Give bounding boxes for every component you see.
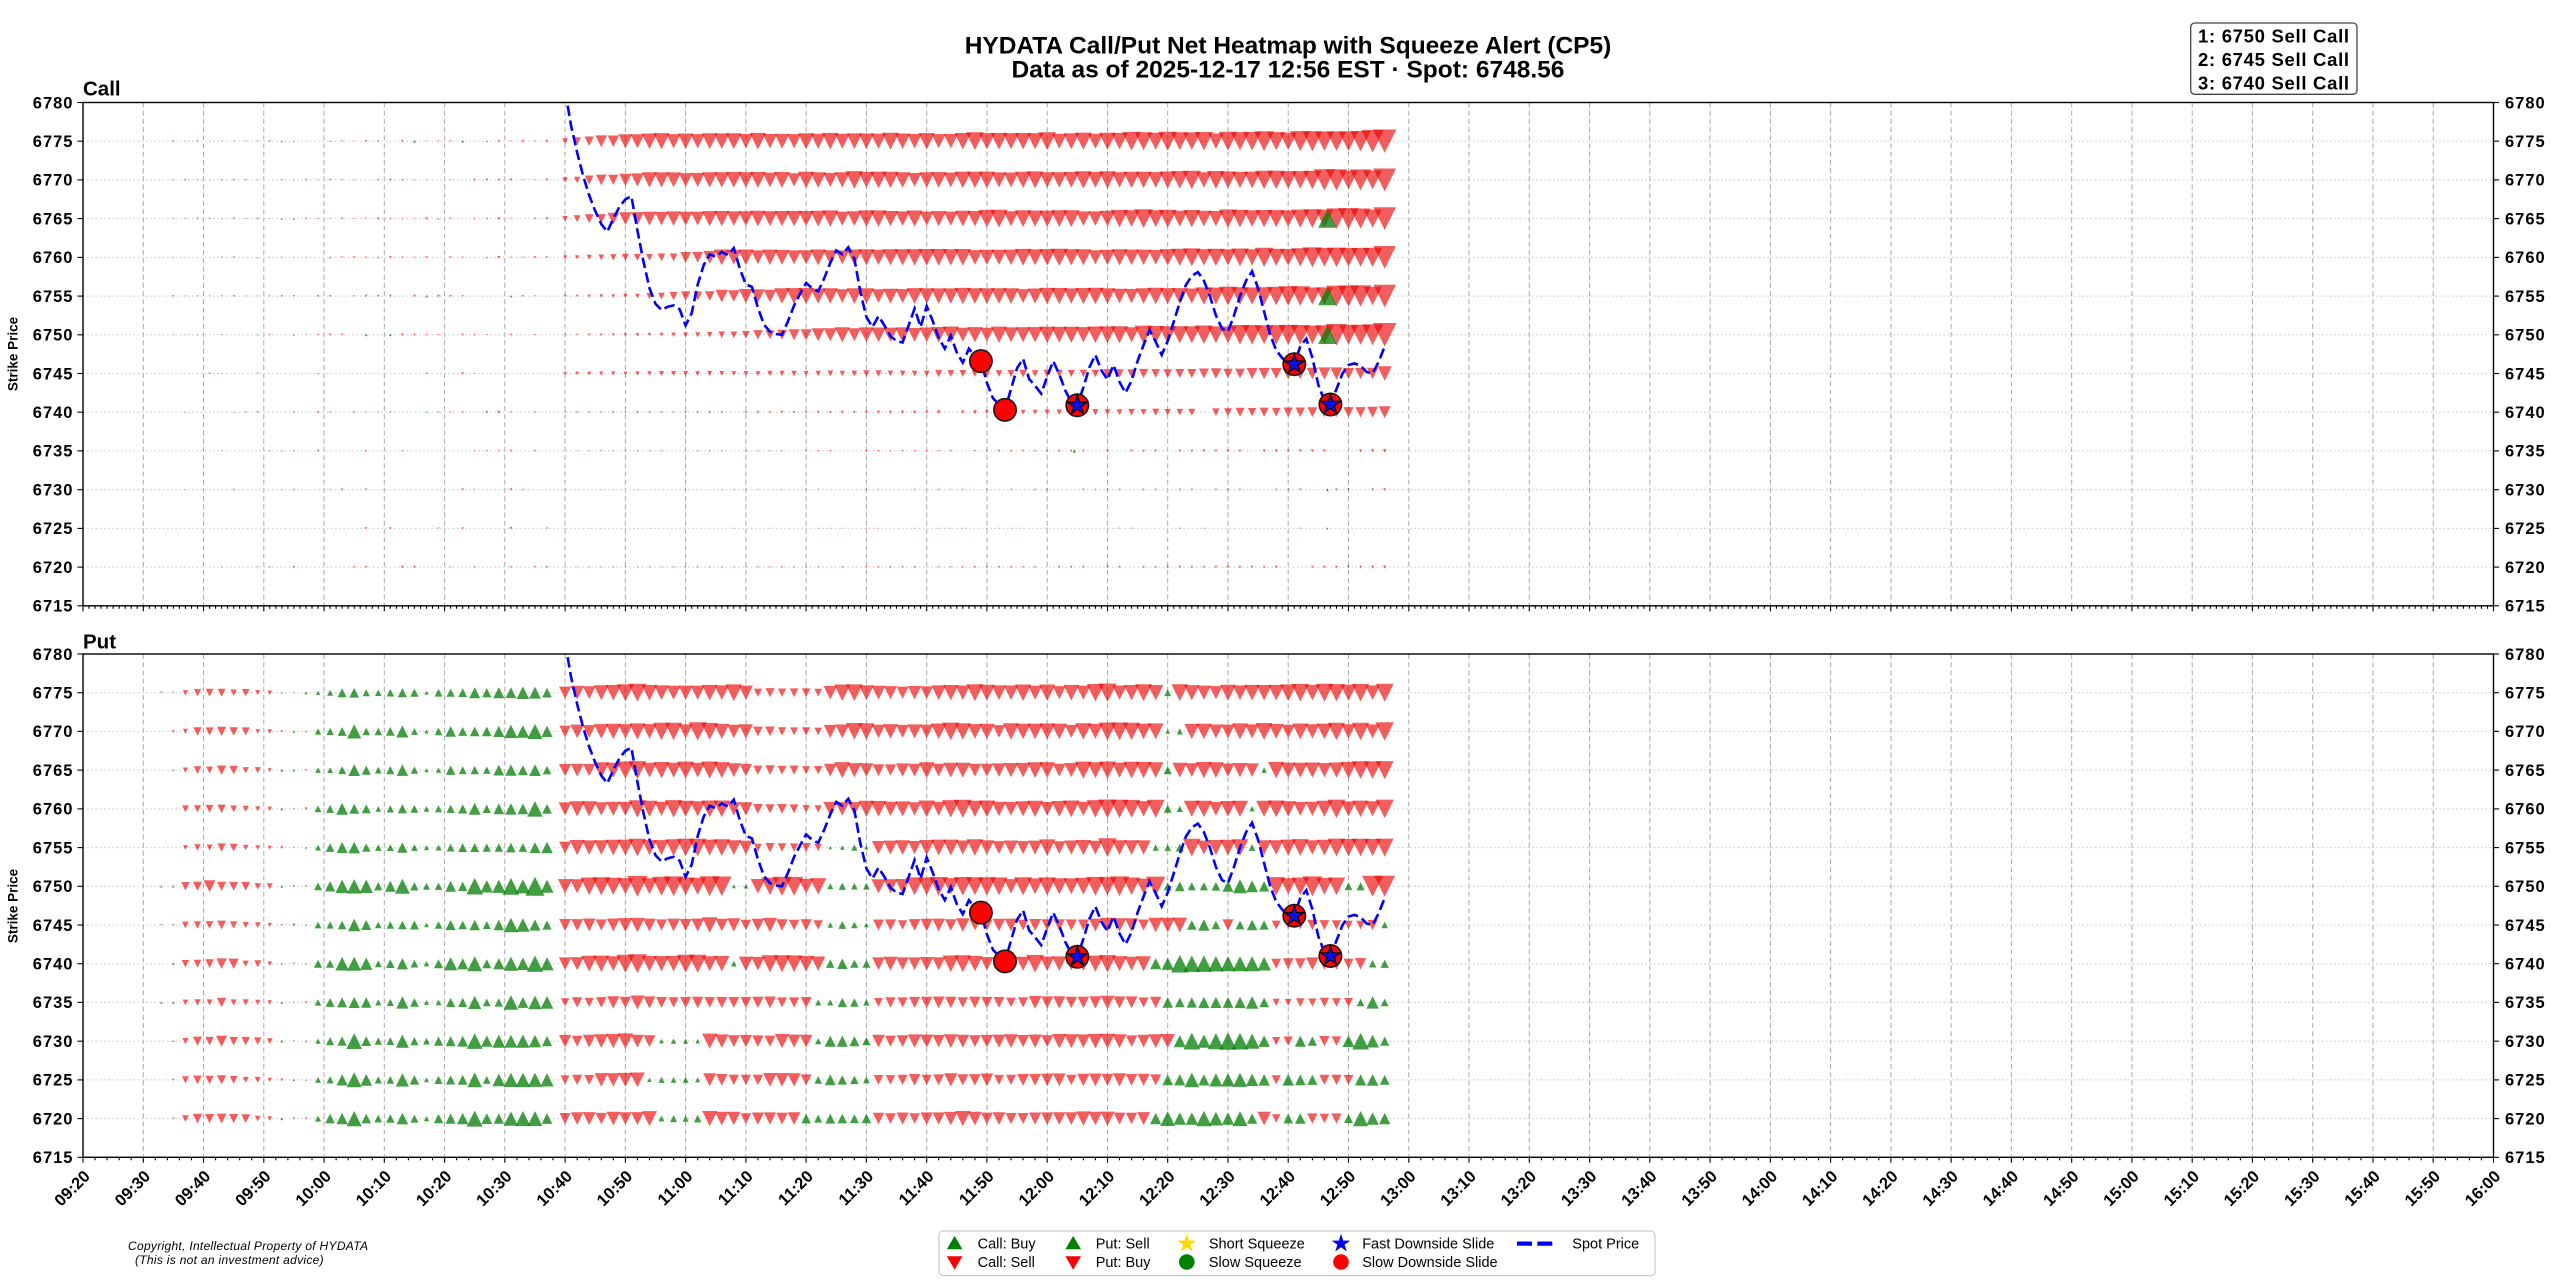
svg-text:Put: Sell: Put: Sell bbox=[1096, 1237, 1150, 1253]
svg-text:Put: Buy: Put: Buy bbox=[1096, 1255, 1152, 1271]
svg-text:6745: 6745 bbox=[33, 365, 74, 383]
svg-text:6720: 6720 bbox=[33, 1110, 74, 1128]
svg-text:6760: 6760 bbox=[33, 249, 74, 267]
svg-text:Strike Price: Strike Price bbox=[6, 868, 21, 943]
svg-text:6780: 6780 bbox=[33, 94, 74, 112]
svg-text:6735: 6735 bbox=[2505, 443, 2546, 461]
svg-text:6770: 6770 bbox=[33, 723, 74, 741]
svg-text:6745: 6745 bbox=[2505, 365, 2546, 383]
svg-text:Spot Price: Spot Price bbox=[1572, 1237, 1639, 1253]
svg-text:6760: 6760 bbox=[2505, 801, 2546, 819]
svg-text:6715: 6715 bbox=[2505, 598, 2546, 616]
svg-text:Call: Sell: Call: Sell bbox=[978, 1255, 1035, 1271]
svg-text:6740: 6740 bbox=[33, 956, 74, 974]
svg-text:6765: 6765 bbox=[33, 210, 74, 228]
svg-text:6725: 6725 bbox=[2505, 1072, 2546, 1090]
svg-text:6780: 6780 bbox=[2505, 94, 2546, 112]
svg-text:6760: 6760 bbox=[33, 801, 74, 819]
svg-text:6765: 6765 bbox=[2505, 762, 2546, 780]
svg-text:Slow Squeeze: Slow Squeeze bbox=[1209, 1255, 1302, 1271]
svg-text:6720: 6720 bbox=[33, 559, 74, 577]
svg-text:6780: 6780 bbox=[2505, 646, 2546, 664]
svg-text:6725: 6725 bbox=[33, 520, 74, 538]
svg-text:6750: 6750 bbox=[33, 327, 74, 345]
svg-text:6720: 6720 bbox=[2505, 559, 2546, 577]
svg-text:6775: 6775 bbox=[33, 685, 74, 703]
svg-text:6730: 6730 bbox=[2505, 1033, 2546, 1051]
svg-text:Short Squeeze: Short Squeeze bbox=[1209, 1237, 1305, 1253]
svg-text:6735: 6735 bbox=[33, 443, 74, 461]
svg-text:1: 6750 Sell Call: 1: 6750 Sell Call bbox=[2198, 26, 2350, 47]
svg-text:3: 6740 Sell Call: 3: 6740 Sell Call bbox=[2198, 73, 2350, 94]
svg-text:6775: 6775 bbox=[2505, 685, 2546, 703]
svg-text:6775: 6775 bbox=[2505, 133, 2546, 151]
svg-text:HYDATA Call/Put Net Heatmap wi: HYDATA Call/Put Net Heatmap with Squeeze… bbox=[965, 33, 1612, 60]
svg-text:6725: 6725 bbox=[33, 1072, 74, 1090]
svg-text:6740: 6740 bbox=[2505, 956, 2546, 974]
svg-text:6745: 6745 bbox=[2505, 917, 2546, 935]
svg-text:6755: 6755 bbox=[33, 288, 74, 306]
svg-text:6715: 6715 bbox=[33, 598, 74, 616]
svg-text:Data as of 2025-12-17 12:56 ES: Data as of 2025-12-17 12:56 EST · Spot: … bbox=[1012, 57, 1565, 84]
svg-text:6770: 6770 bbox=[2505, 172, 2546, 190]
svg-text:6715: 6715 bbox=[2505, 1149, 2546, 1167]
svg-text:6740: 6740 bbox=[33, 404, 74, 422]
svg-text:6720: 6720 bbox=[2505, 1110, 2546, 1128]
svg-text:6750: 6750 bbox=[2505, 327, 2546, 345]
svg-text:Fast Downside Slide: Fast Downside Slide bbox=[1362, 1237, 1494, 1253]
svg-text:Call: Call bbox=[83, 78, 121, 101]
svg-text:6740: 6740 bbox=[2505, 404, 2546, 422]
svg-text:6735: 6735 bbox=[2505, 994, 2546, 1012]
svg-text:Copyright, Intellectual Proper: Copyright, Intellectual Property of HYDA… bbox=[128, 1239, 368, 1253]
svg-text:Put: Put bbox=[83, 631, 116, 654]
svg-text:6730: 6730 bbox=[2505, 482, 2546, 500]
svg-text:6725: 6725 bbox=[2505, 520, 2546, 538]
svg-text:6755: 6755 bbox=[2505, 839, 2546, 857]
svg-text:6770: 6770 bbox=[33, 172, 74, 190]
svg-text:6755: 6755 bbox=[2505, 288, 2546, 306]
svg-text:6765: 6765 bbox=[2505, 210, 2546, 228]
svg-text:6770: 6770 bbox=[2505, 723, 2546, 741]
svg-text:6730: 6730 bbox=[33, 482, 74, 500]
svg-text:6755: 6755 bbox=[33, 839, 74, 857]
svg-text:(This is not an investment adv: (This is not an investment advice) bbox=[135, 1253, 324, 1267]
svg-text:6750: 6750 bbox=[2505, 878, 2546, 896]
svg-text:6775: 6775 bbox=[33, 133, 74, 151]
svg-text:Call: Buy: Call: Buy bbox=[978, 1237, 1037, 1253]
svg-text:6765: 6765 bbox=[33, 762, 74, 780]
svg-text:6750: 6750 bbox=[33, 878, 74, 896]
svg-text:Strike Price: Strike Price bbox=[6, 316, 21, 391]
svg-text:6745: 6745 bbox=[33, 917, 74, 935]
svg-text:6760: 6760 bbox=[2505, 249, 2546, 267]
svg-text:2: 6745 Sell Call: 2: 6745 Sell Call bbox=[2198, 49, 2350, 70]
svg-text:Slow Downside Slide: Slow Downside Slide bbox=[1362, 1255, 1497, 1271]
svg-text:6780: 6780 bbox=[33, 646, 74, 664]
svg-text:6715: 6715 bbox=[33, 1149, 74, 1167]
svg-text:6735: 6735 bbox=[33, 994, 74, 1012]
svg-text:6730: 6730 bbox=[33, 1033, 74, 1051]
